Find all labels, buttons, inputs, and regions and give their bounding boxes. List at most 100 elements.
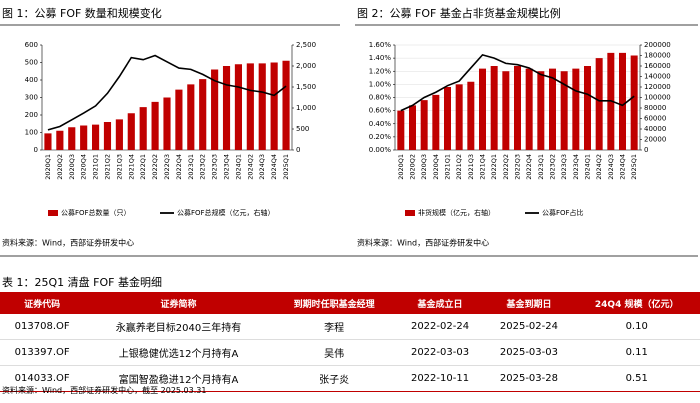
y-tick-label: 0.60% xyxy=(369,107,392,115)
x-tick-label: 2020Q1 xyxy=(397,154,405,180)
x-tick-label: 2022Q4 xyxy=(175,154,183,180)
bar xyxy=(502,71,510,150)
y-tick-label: 300 xyxy=(25,94,38,102)
x-tick-label: 2024Q1 xyxy=(584,154,592,180)
x-tick-label: 2023Q1 xyxy=(187,154,195,180)
y2-tick-label: 20000 xyxy=(644,136,666,144)
line xyxy=(400,53,635,112)
y-tick-label: 1.40% xyxy=(369,54,392,62)
bar xyxy=(246,63,254,150)
bar xyxy=(560,71,568,150)
cell: 吴伟 xyxy=(272,339,396,366)
source: 资料来源：Wind，西部证券研发中心 xyxy=(357,238,489,248)
y-tick-label: 400 xyxy=(25,76,38,84)
bar xyxy=(187,84,195,150)
cell: 0.51 xyxy=(573,365,700,392)
bar xyxy=(595,58,603,150)
x-tick-label: 2024Q3 xyxy=(258,154,266,180)
y2-tick-label: 140000 xyxy=(644,73,671,81)
cell: 永赢养老目标2040三年持有 xyxy=(84,314,273,340)
x-tick-label: 2022Q1 xyxy=(490,154,498,180)
cell: 富国智盈稳进12个月持有A xyxy=(84,365,273,392)
x-tick-label: 2020Q4 xyxy=(432,154,440,180)
y2-tick-label: 2,000 xyxy=(296,62,316,70)
cell: 2025-03-28 xyxy=(484,365,574,392)
x-tick-label: 2022Q2 xyxy=(151,154,159,180)
y2-tick-label: 180000 xyxy=(644,52,671,60)
y2-tick-label: 200000 xyxy=(644,41,671,49)
bar xyxy=(514,66,521,150)
table-title: 表 1：25Q1 清盘 FOF 基金明细 xyxy=(2,275,162,289)
bar xyxy=(630,55,638,150)
y2-tick-label: 60000 xyxy=(644,115,666,123)
y-tick-label: 1.00% xyxy=(369,80,392,88)
x-tick-label: 2024Q4 xyxy=(619,154,627,180)
bar xyxy=(139,107,147,150)
x-tick-label: 2020Q2 xyxy=(56,154,64,180)
bar xyxy=(103,122,112,150)
x-tick-label: 2024Q2 xyxy=(246,154,254,180)
x-tick-label: 2022Q3 xyxy=(163,154,171,180)
x-tick-label: 2022Q4 xyxy=(525,154,533,180)
x-tick-label: 2022Q1 xyxy=(139,154,147,180)
bar xyxy=(44,133,52,150)
bar xyxy=(619,52,626,150)
y-tick-label: 0.40% xyxy=(369,120,392,128)
table-source: 资料来源：Wind，西部证券研发中心，截至 2025.03.31 xyxy=(2,386,207,395)
bar xyxy=(56,130,64,150)
x-tick-label: 2025Q1 xyxy=(630,154,638,180)
bar xyxy=(572,68,580,150)
y-tick-label: 1.20% xyxy=(369,67,392,75)
bar xyxy=(175,89,183,150)
line xyxy=(47,54,287,131)
bar xyxy=(270,62,278,150)
x-tick-label: 2020Q4 xyxy=(80,154,88,180)
bar xyxy=(420,100,428,150)
legend-label: 公募FOF总数量（只） xyxy=(61,208,131,217)
th: 基金到期日 xyxy=(484,292,574,314)
x-tick-label: 2022Q3 xyxy=(514,154,522,180)
bar xyxy=(80,125,88,150)
bar xyxy=(199,79,207,150)
y2-tick-label: 1,000 xyxy=(296,104,316,112)
cell: 张子炎 xyxy=(272,365,396,392)
bar xyxy=(479,68,486,150)
th: 基金成立日 xyxy=(395,292,485,314)
x-tick-label: 2020Q3 xyxy=(68,154,76,180)
header-row: 证券代码 证券简称 到期时任职基金经理 基金成立日 基金到期日 24Q4 规模（亿元） xyxy=(0,292,700,314)
x-tick-label: 2021Q3 xyxy=(115,154,123,180)
x-tick-label: 2023Q2 xyxy=(199,154,207,180)
legend-label: 公募FOF总规模（亿元，右轴） xyxy=(177,208,275,217)
y-tick-label: 600 xyxy=(25,41,38,49)
legend-label: 非货规模（亿元，右轴） xyxy=(418,208,495,217)
bar xyxy=(211,69,219,150)
bar xyxy=(234,64,242,150)
y-tick-label: 100 xyxy=(25,129,38,137)
legend-swatch xyxy=(405,210,415,216)
x-tick-label: 2021Q4 xyxy=(127,154,135,180)
x-tick-label: 2023Q3 xyxy=(211,154,219,180)
x-tick-label: 2021Q2 xyxy=(103,154,111,180)
cell: 2022-03-03 xyxy=(395,339,485,366)
y-tick-label: 0 xyxy=(34,146,38,154)
cell: 0.11 xyxy=(573,339,700,366)
bar xyxy=(163,97,171,150)
bar xyxy=(444,87,451,150)
cell: 2022-10-11 xyxy=(395,365,485,392)
y-tick-label: 1.60% xyxy=(369,41,392,49)
bar xyxy=(115,119,123,150)
cell: 上银稳健优选12个月持有A xyxy=(84,339,273,366)
x-tick-label: 2021Q1 xyxy=(92,154,100,180)
y-tick-label: 0.00% xyxy=(369,146,392,154)
figure-title: 图 2：公募 FOF 基金占非货基金规模比例 xyxy=(357,6,561,20)
x-tick-label: 2023Q4 xyxy=(223,154,231,180)
row: 014033.OF 富国智盈稳进12个月持有A 张子炎 2022-10-11 2025-… xyxy=(0,365,700,392)
source: 资料来源：Wind，西部证券研发中心 xyxy=(2,238,134,248)
th: 证券代码 xyxy=(0,292,85,314)
y2-tick-label: 500 xyxy=(296,125,309,133)
th: 24Q4 规模（亿元） xyxy=(573,292,700,314)
th: 证券简称 xyxy=(84,292,273,314)
row: 013397.OF 上银稳健优选12个月持有A 吴伟 2022-03-03 2025-0… xyxy=(0,339,700,366)
y-tick-label: 500 xyxy=(25,59,38,67)
